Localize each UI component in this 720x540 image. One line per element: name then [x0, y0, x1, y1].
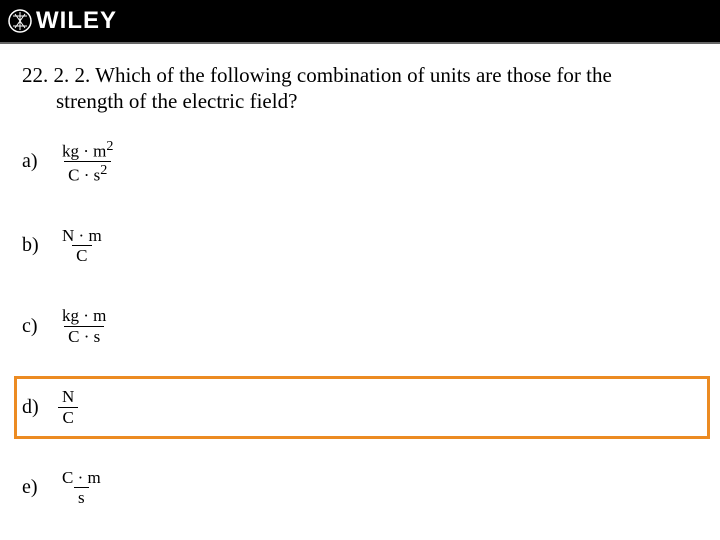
- option-label: b): [22, 234, 44, 257]
- option-b-fraction: N · m C: [58, 227, 106, 266]
- option-b-wrap: b) N · m C: [22, 225, 702, 268]
- question-text: 22. 2. 2. Which of the following combina…: [18, 62, 702, 115]
- wiley-icon: [8, 9, 32, 33]
- option-label: c): [22, 315, 44, 338]
- option-a-fraction: kg · m2 C · s2: [58, 139, 117, 185]
- option-c[interactable]: c) kg · m C · s: [22, 307, 702, 346]
- fraction-den: C: [72, 245, 91, 265]
- option-label: e): [22, 476, 44, 499]
- option-label: d): [22, 396, 44, 419]
- option-b[interactable]: b) N · m C: [22, 227, 702, 266]
- fraction-num: N: [58, 388, 78, 407]
- fraction-den: C: [58, 407, 77, 427]
- fraction-num: C · m: [58, 469, 105, 488]
- option-label: a): [22, 150, 44, 173]
- fraction-num: N · m: [58, 227, 106, 246]
- fraction-den: s: [74, 487, 89, 507]
- question-line2: strength of the electric field?: [22, 88, 702, 114]
- fraction-den: C · s: [64, 326, 104, 346]
- content-area: 22. 2. 2. Which of the following combina…: [0, 44, 720, 509]
- brand-text: WILEY: [36, 7, 117, 35]
- option-d-fraction: N C: [58, 388, 78, 427]
- option-e-wrap: e) C · m s: [22, 467, 702, 510]
- question-number: 22. 2. 2.: [22, 63, 90, 87]
- fraction-num: kg · m2: [58, 139, 117, 162]
- option-c-wrap: c) kg · m C · s: [22, 305, 702, 348]
- option-e-fraction: C · m s: [58, 469, 105, 508]
- option-a-wrap: a) kg · m2 C · s2: [22, 137, 702, 187]
- header-bar: WILEY: [0, 0, 720, 44]
- brand-logo: WILEY: [8, 7, 117, 35]
- option-d[interactable]: d) N C: [22, 388, 702, 427]
- fraction-num: kg · m: [58, 307, 110, 326]
- fraction-den: C · s2: [64, 161, 111, 185]
- question-line1: Which of the following combination of un…: [95, 63, 612, 87]
- option-c-fraction: kg · m C · s: [58, 307, 110, 346]
- options-list: a) kg · m2 C · s2 b) N · m C c) kg · m: [18, 137, 702, 510]
- option-e[interactable]: e) C · m s: [22, 469, 702, 508]
- option-d-wrap: d) N C: [22, 386, 702, 429]
- option-a[interactable]: a) kg · m2 C · s2: [22, 139, 702, 185]
